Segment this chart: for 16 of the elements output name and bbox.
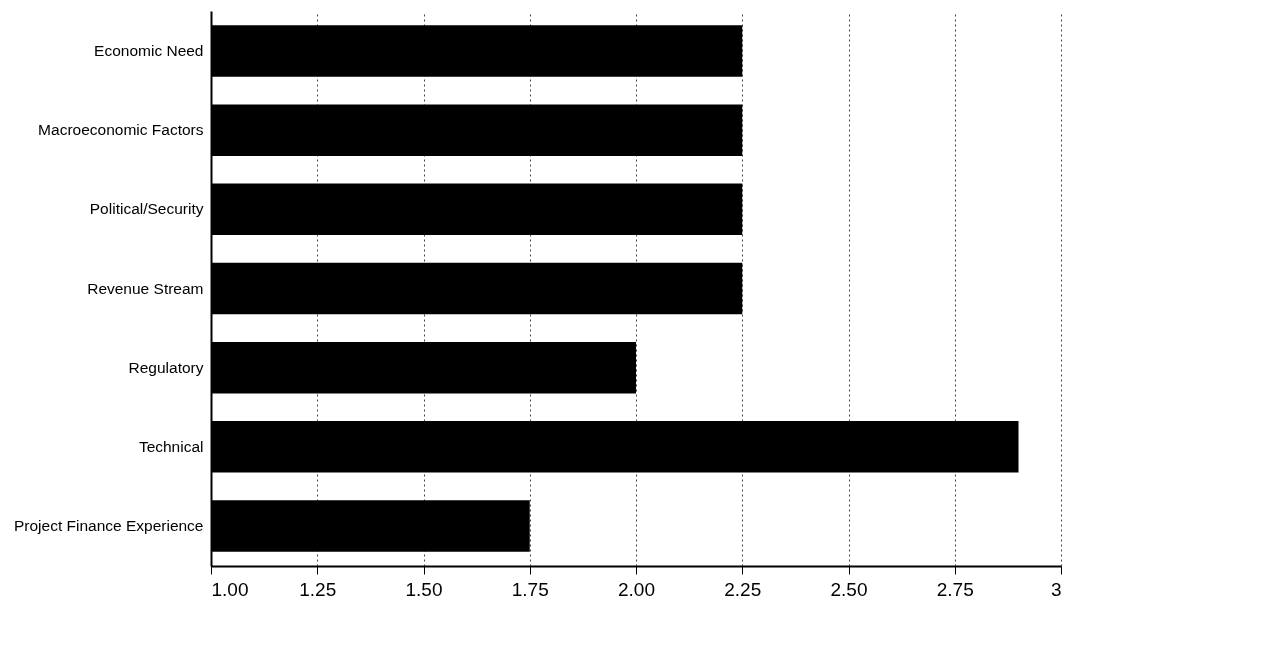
y-tick-label: Technical (138, 437, 204, 455)
y-tick-label: Revenue Stream (87, 279, 204, 297)
x-tick-label: 3 (1050, 578, 1062, 600)
x-tick-label: 1.00 (211, 578, 249, 600)
x-tick-label: 2.50 (830, 578, 868, 600)
y-tick-label: Project Finance Experience (13, 517, 204, 535)
x-tick-label: 2.00 (618, 578, 655, 600)
x-tick-label: 2.25 (724, 578, 762, 600)
y-tick-label: Macroeconomic Factors (38, 121, 204, 139)
x-tick-label: 2.75 (936, 578, 974, 600)
x-tick-label: 1.50 (405, 578, 443, 600)
y-tick-label: Regulatory (128, 358, 204, 376)
x-tick-label: 1.25 (299, 578, 337, 600)
y-tick-label: Economic Need (94, 41, 204, 59)
y-tick-label: Political/Security (89, 200, 204, 218)
x-tick-label: 1.75 (511, 578, 549, 600)
